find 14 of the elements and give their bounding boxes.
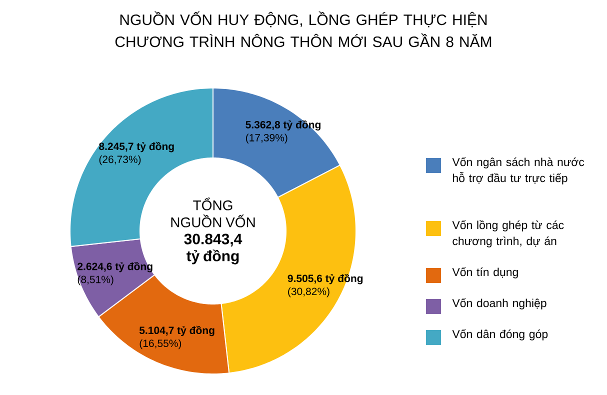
text: TỔNG NGUỒN VỐN (171, 198, 255, 228)
text: 30.843,4 tỷ đồng (184, 234, 242, 264)
text: (30,82%) (288, 287, 330, 298)
text: (16,55%) (140, 339, 182, 350)
legend-label: Vốn lồng ghép từ các chương trình, dự án (452, 220, 564, 248)
legend-label: Vốn doanh nghiệp (452, 298, 546, 310)
text: (26,73%) (99, 155, 141, 166)
text: (17,39%) (246, 134, 288, 144)
legend-label: Vốn dân đóng góp (452, 329, 548, 340)
data-label: 5.104,7 tỷ đồng (139, 326, 214, 336)
legend-label: Vốn tín dụng (452, 267, 518, 278)
data-label: 8.245,7 tỷ đồng (99, 142, 174, 152)
chart-title: NGUỒN VỐN HUY ĐỘNG, LỒNG GHÉP THỰC HIỆN CHƯƠNG TRÌNH NÔNG THÔN MỚI SAU GẦN 8 NĂM (115, 12, 492, 48)
legend-label: Vốn ngân sách nhà nước hỗ trợ đầu tư trực tiếp (452, 157, 584, 184)
